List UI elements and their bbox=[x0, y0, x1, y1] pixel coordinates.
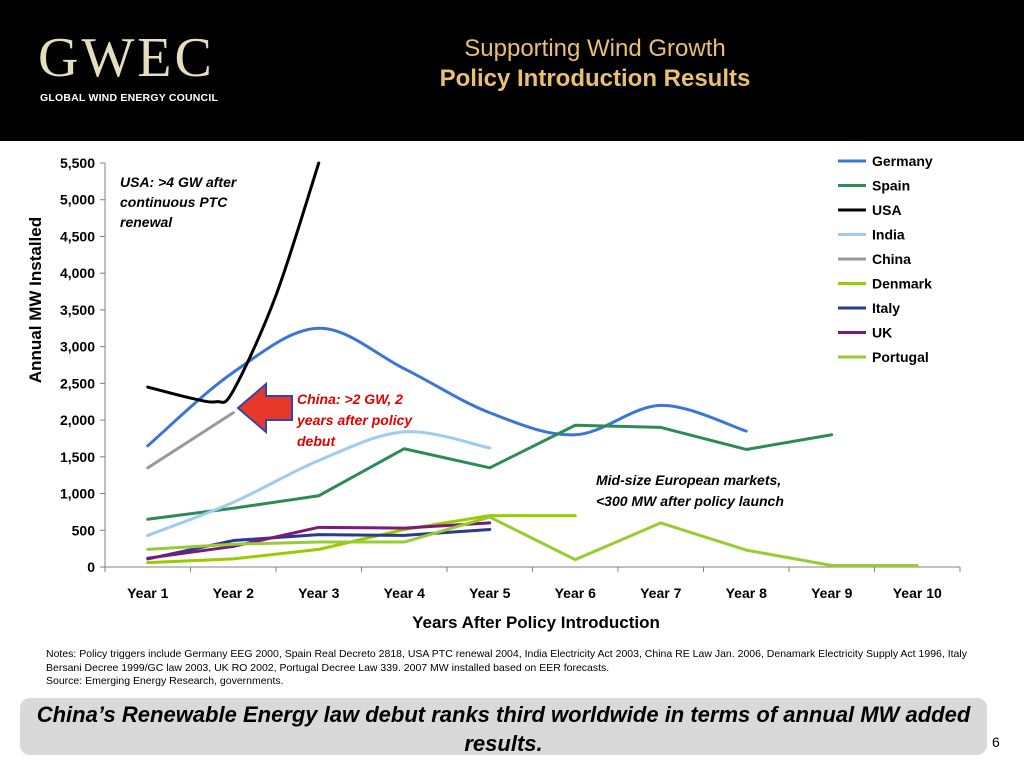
china-arrow-icon bbox=[236, 381, 293, 435]
x-tick-label: Year 5 bbox=[469, 585, 510, 601]
x-tick-label: Year 3 bbox=[298, 585, 339, 601]
y-tick-label: 3,500 bbox=[60, 302, 95, 318]
y-tick-label: 5,000 bbox=[60, 192, 95, 208]
y-tick-label: 3,000 bbox=[60, 339, 95, 355]
conclusion-text: China’s Renewable Energy law debut ranks… bbox=[36, 702, 971, 756]
y-tick-label: 2,500 bbox=[60, 375, 95, 391]
legend-label-italy: Italy bbox=[872, 300, 900, 316]
slide-title-line1: Supporting Wind Growth bbox=[464, 35, 726, 62]
legend-label-denmark: Denmark bbox=[872, 276, 932, 292]
conclusion-banner: China’s Renewable Energy law debut ranks… bbox=[20, 698, 987, 756]
notes-policy: Notes: Policy triggers include Germany E… bbox=[46, 648, 967, 674]
y-tick-label: 1,000 bbox=[60, 486, 95, 502]
series-line-india bbox=[146, 430, 492, 537]
x-tick-label: Year 6 bbox=[555, 585, 596, 601]
legend: Germany Spain USA India China Denmark Italy UK P… bbox=[838, 153, 933, 365]
x-tick-label: Year 2 bbox=[213, 585, 254, 601]
legend-label-portugal: Portugal bbox=[872, 349, 929, 365]
series-line-italy bbox=[146, 528, 492, 561]
y-axis-label: Annual MW Installed bbox=[26, 217, 45, 383]
series-line-china bbox=[146, 411, 235, 470]
x-tick-label: Year 9 bbox=[811, 585, 852, 601]
series-line-portugal bbox=[146, 515, 919, 568]
x-tick-label: Year 4 bbox=[384, 585, 425, 601]
x-tick-label: Year 10 bbox=[893, 585, 942, 601]
legend-label-uk: UK bbox=[872, 325, 892, 341]
y-tick-label: 4,000 bbox=[60, 265, 95, 281]
legend-label-germany: Germany bbox=[872, 153, 933, 169]
x-tick-label: Year 7 bbox=[640, 585, 681, 601]
usa-annotation: USA: >4 GW after continuous PTC renewal bbox=[120, 174, 240, 230]
china-annotation: China: >2 GW, 2 years after policy debut bbox=[296, 391, 416, 449]
series-line-usa bbox=[146, 161, 321, 404]
slide-title: Supporting Wind Growth Policy Introducti… bbox=[380, 34, 810, 94]
y-tick-label: 0 bbox=[87, 559, 95, 575]
y-tick-label: 4,500 bbox=[60, 228, 95, 244]
gwec-logo-subtitle: GLOBAL WIND ENERGY COUNCIL bbox=[40, 92, 219, 104]
page-number: 6 bbox=[992, 734, 1000, 750]
series-line-denmark bbox=[146, 514, 577, 565]
line-chart: 0 500 1,000 1,500 2,000 2,500 3,000 3,500 4,000 4… bbox=[26, 153, 961, 632]
y-tick-label: 500 bbox=[72, 522, 96, 538]
legend-label-spain: Spain bbox=[872, 178, 910, 194]
x-tick-label: Year 8 bbox=[726, 585, 767, 601]
series-line-spain bbox=[146, 423, 834, 521]
axes-layer: 0 500 1,000 1,500 2,000 2,500 3,000 3,500 4,000 4… bbox=[60, 155, 961, 601]
series-line-germany bbox=[146, 326, 748, 448]
europe-annotation: Mid-size European markets, <300 MW after… bbox=[596, 472, 785, 509]
legend-label-usa: USA bbox=[872, 202, 902, 218]
chart-notes: Notes: Policy triggers include Germany E… bbox=[46, 648, 996, 689]
legend-label-china: China bbox=[872, 251, 911, 267]
x-tick-label: Year 1 bbox=[127, 585, 168, 601]
series-line-uk bbox=[146, 521, 492, 560]
legend-label-india: India bbox=[872, 227, 905, 243]
y-tick-label: 1,500 bbox=[60, 449, 95, 465]
slide-title-line2: Policy Introduction Results bbox=[439, 65, 751, 92]
x-axis-label: Years After Policy Introduction bbox=[412, 613, 660, 632]
gwec-logo: GWEC bbox=[38, 27, 215, 89]
y-tick-label: 5,500 bbox=[60, 155, 95, 171]
y-tick-label: 2,000 bbox=[60, 412, 95, 428]
notes-source: Source: Emerging Energy Research, govern… bbox=[46, 675, 284, 688]
series-layer bbox=[146, 161, 919, 568]
header-bar: GWEC GLOBAL WIND ENERGY COUNCIL Supporti… bbox=[0, 0, 1024, 141]
